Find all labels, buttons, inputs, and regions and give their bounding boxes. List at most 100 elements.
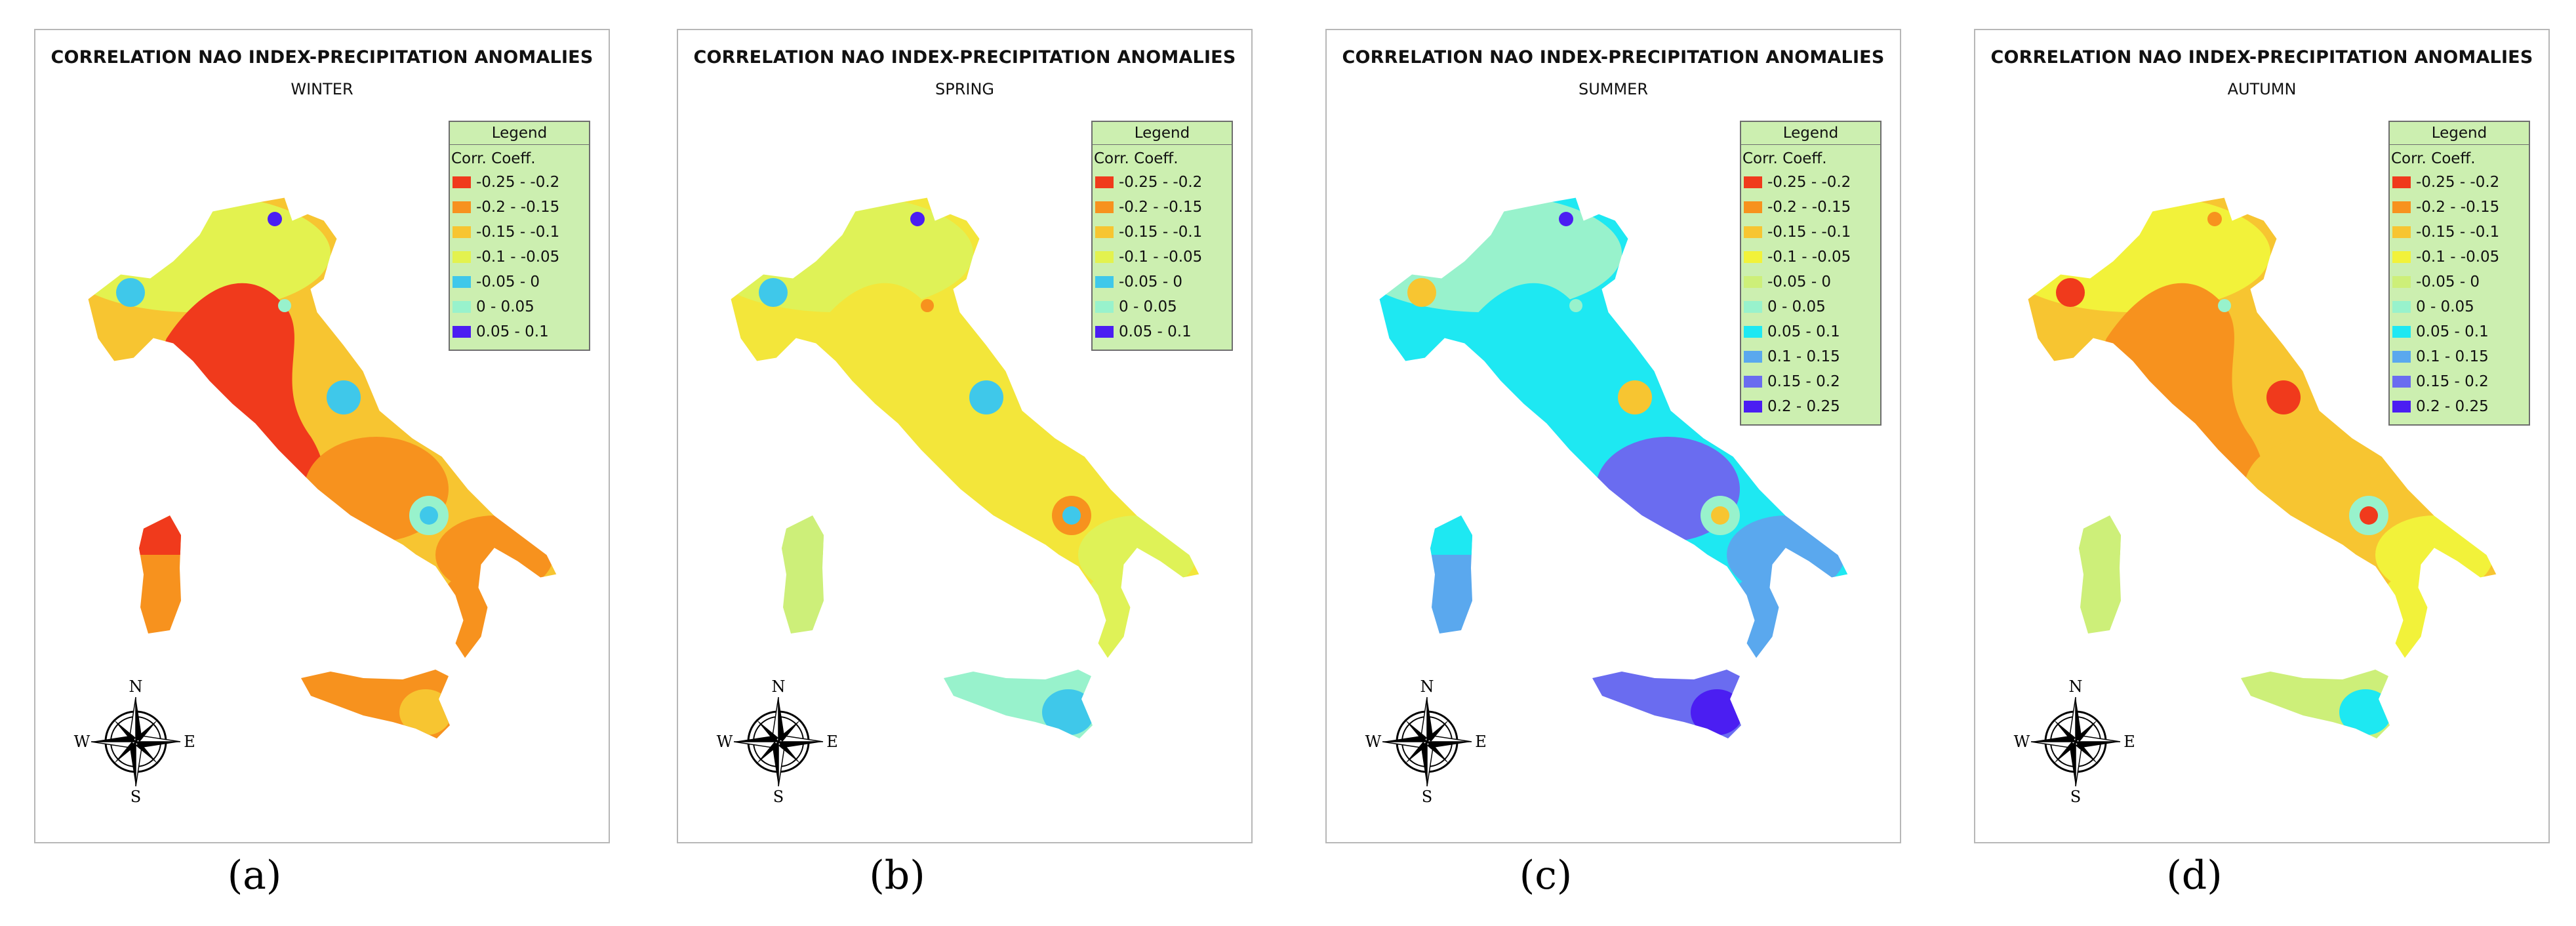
season-label: AUTUMN [2227,80,2297,98]
legend-label: -0.25 - -0.2 [1767,174,1851,191]
compass-point [1421,742,1427,786]
compass-point [778,742,823,748]
compass-label-w: W [2014,733,2030,751]
legend: Legend Corr. Coeff. -0.25 - -0.2 -0.2 - -0.… [1091,121,1233,351]
legend-title: Corr. Coeff. [1094,150,1178,167]
compass-point [778,719,801,742]
legend-item: -0.25 - -0.2 [450,170,589,195]
compass-rose-icon: N S E W [1365,679,1487,804]
compass-point [2053,742,2076,764]
legend-swatch [1095,226,1114,238]
spot [1062,506,1081,525]
compass-label-n: N [2069,679,2083,696]
legend-item: 0.15 - 0.2 [1741,369,1880,394]
spot [921,299,934,312]
legend-item: 0.05 - 0.1 [1093,319,1232,344]
legend-label: 0.05 - 0.1 [1767,323,1840,340]
zone-calabria [435,574,501,658]
sardinia-region [2079,515,2121,634]
compass-point [773,742,778,786]
legend-label: -0.2 - -0.15 [1767,199,1851,216]
spot [2207,212,2222,226]
compass-label-s: S [131,788,141,804]
panel-caption: (b) [869,853,925,898]
zone-sicily-east [2339,689,2390,735]
compass-point [136,742,180,748]
legend-item: 0.05 - 0.1 [2390,319,2529,344]
legend-label: -0.1 - -0.05 [476,249,560,266]
legend-item: 0.2 - 0.25 [2390,394,2529,419]
legend-item: -0.25 - -0.2 [2390,170,2529,195]
legend-label: 0.05 - 0.1 [476,323,549,340]
legend-label: 0.15 - 0.2 [1767,373,1840,390]
sicily-region [301,670,450,738]
legend-swatch [453,251,471,263]
spot [1569,299,1582,312]
italy-map [2027,197,2497,738]
legend: Legend Corr. Coeff. -0.25 - -0.2 -0.2 - -0.… [1740,121,1882,426]
zone-north [731,197,973,312]
compass-point [1427,697,1433,742]
legend-label: 0.1 - 0.15 [1767,348,1840,365]
legend-title: Corr. Coeff. [451,150,536,167]
legend-label: -0.2 - -0.15 [2416,199,2500,216]
zone-center [803,283,968,512]
compass-point [778,697,784,742]
legend-label: 0.2 - 0.25 [2416,398,2489,415]
compass-rose-icon: N S E W [717,679,838,804]
map-panel: CORRELATION NAO INDEX-PRECIPITATION ANOM… [1974,29,2550,843]
italy-map [730,197,1200,738]
legend-swatch [1744,376,1762,388]
spot [1407,278,1436,307]
legend-item: -0.25 - -0.2 [1741,170,1880,195]
compass-point [1405,742,1427,764]
legend-swatch [453,176,471,188]
compass-label-w: W [717,733,733,751]
compass-label-e: E [2123,733,2135,751]
season-label: SPRING [935,80,994,98]
legend-item: 0 - 0.05 [450,294,589,319]
zone-north [1379,197,1622,312]
spot [420,506,438,525]
mainland-outline [730,197,1200,659]
legend-label: -0.05 - 0 [1119,273,1183,291]
legend-swatch [1744,276,1762,288]
legend-item: -0.05 - 0 [450,270,589,294]
legend-item: 0.1 - 0.15 [2390,344,2529,369]
zone-calabria [1727,574,1792,658]
compass-label-n: N [129,679,143,696]
spot [278,299,291,312]
spot [2056,278,2085,307]
compass-point [136,742,158,764]
compass-label-s: S [773,788,784,804]
legend-item: -0.2 - -0.15 [450,195,589,220]
spot [759,278,788,307]
compass-point [113,719,136,742]
compass-point [130,742,136,786]
zone-north [2028,197,2270,312]
sardinia-region [782,515,824,634]
compass-point [1382,736,1427,742]
legend-label: 0 - 0.05 [1119,298,1177,315]
legend-item: 0 - 0.05 [1741,294,1880,319]
legend-label: -0.05 - 0 [1767,273,1832,291]
map-panel: CORRELATION NAO INDEX-PRECIPITATION ANOM… [34,29,610,843]
compass-point [1427,742,1449,764]
spot [327,380,361,414]
legend-label: 0 - 0.05 [476,298,534,315]
zone-center [2100,283,2265,512]
sicily-region [944,670,1093,738]
legend-swatch [453,326,471,338]
compass-label-s: S [2070,788,2081,804]
season-label: SUMMER [1578,80,1649,98]
spot [1618,380,1652,414]
legend-label: -0.1 - -0.05 [2416,249,2500,266]
legend-swatch [2392,376,2411,388]
legend-item: 0.1 - 0.15 [1741,344,1880,369]
compass-point [136,719,158,742]
zone-calabria [1078,574,1144,658]
legend-swatch [1744,326,1762,338]
legend-swatch [1744,401,1762,413]
compass-label-n: N [772,679,786,696]
legend-title: Corr. Coeff. [1742,150,1827,167]
